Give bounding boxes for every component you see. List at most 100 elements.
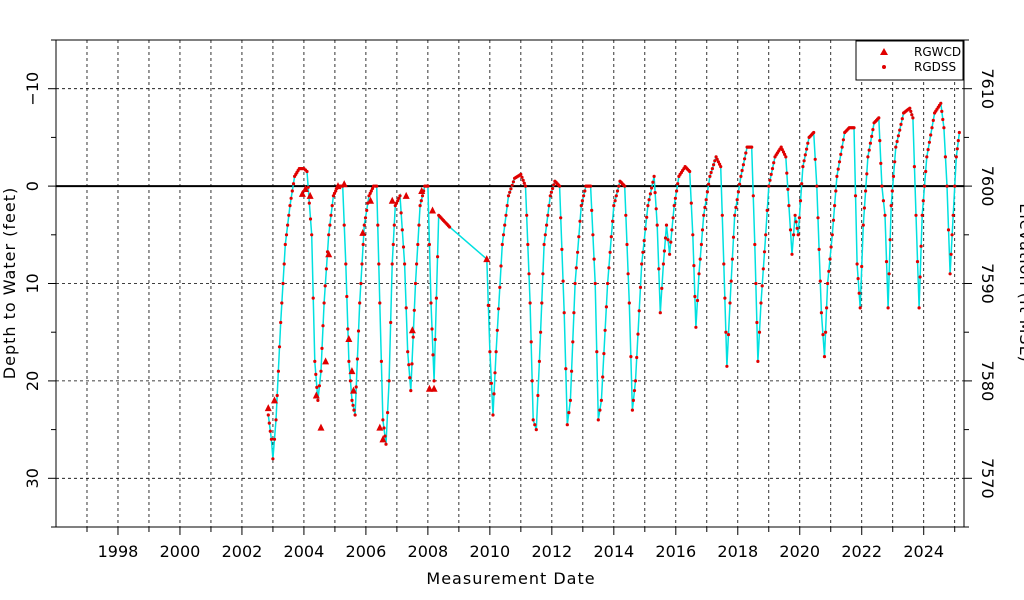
data-point-rgdss [355, 357, 359, 361]
data-point-rgdss [780, 148, 784, 152]
data-point-rgdss [898, 128, 902, 132]
data-point-rgdss [757, 330, 762, 334]
data-point-rgdss [651, 180, 655, 184]
data-point-rgdss [417, 223, 421, 227]
data-point-rgdss [943, 155, 948, 159]
data-point-rgdss [670, 228, 674, 232]
data-point-rgdss [841, 138, 846, 142]
data-point-rgdss [510, 183, 514, 187]
data-point-rgdss [612, 204, 616, 208]
data-point-rgdss [546, 213, 550, 217]
data-point-rgdss [525, 213, 529, 217]
data-point-rgdss [408, 376, 412, 380]
data-point-rgdss [698, 257, 702, 261]
data-point-rgdss [410, 362, 414, 366]
data-point-rgdss [855, 262, 859, 266]
data-point-rgdss [803, 153, 807, 157]
data-point-rgdss [347, 359, 351, 363]
data-point-rgdss [949, 252, 953, 256]
data-point-rgdss [511, 180, 515, 184]
x-tick-label: 2024 [903, 542, 944, 561]
data-point-rgdss [669, 240, 673, 244]
data-point-rgdss [579, 204, 583, 208]
data-point-rgdss [377, 262, 381, 266]
data-point-rgdss [697, 272, 701, 276]
data-point-rgdss [635, 355, 639, 360]
data-point-rgwcd [348, 367, 356, 375]
data-point-rgdss [356, 329, 361, 333]
data-point-rgdss [272, 437, 277, 441]
data-point-rgdss [720, 213, 724, 217]
data-point-rgdss [531, 418, 535, 422]
data-point-rgdss [640, 262, 644, 266]
data-point-rgdss [662, 249, 667, 253]
x-tick-label: 2010 [469, 542, 510, 561]
data-point-rgwcd [429, 206, 437, 214]
data-point-rgdss [346, 327, 350, 331]
data-point-rgdss [627, 301, 631, 305]
data-point-rgdss [822, 355, 827, 359]
data-point-rgdss [548, 194, 552, 198]
data-point-rgdss [386, 411, 390, 415]
data-point-rgdss [946, 228, 951, 232]
data-point-rgdss [673, 196, 678, 200]
data-point-rgdss [797, 216, 802, 220]
data-point-rgdss [403, 262, 407, 266]
data-point-rgdss [559, 216, 563, 220]
data-point-rgdss [857, 291, 861, 295]
data-point-rgwcd [408, 326, 416, 334]
data-point-rgwcd [322, 357, 330, 365]
data-point-rgdss [769, 172, 773, 176]
data-point-rgdss [409, 389, 413, 393]
data-point-rgdss [730, 257, 735, 261]
data-point-rgdss [954, 155, 958, 159]
data-point-rgdss [868, 141, 873, 145]
data-point-rgdss [310, 233, 314, 237]
data-point-rgdss [785, 171, 789, 175]
data-point-rgdss [921, 199, 925, 203]
data-point-rgdss [637, 309, 641, 313]
data-point-rgdss [630, 408, 635, 412]
data-point-rgdss [391, 242, 395, 247]
data-point-rgdss [609, 235, 613, 239]
data-point-rgdss [772, 161, 776, 165]
data-point-rgdss [660, 286, 664, 290]
data-point-rgdss [323, 284, 327, 288]
data-point-rgdss [345, 294, 349, 299]
data-point-rgdss [533, 423, 537, 427]
data-point-rgwcd [425, 384, 433, 392]
data-point-rgdss [866, 155, 870, 159]
data-point-rgdss [506, 194, 511, 198]
y2-tick-label: 7600 [978, 166, 997, 207]
data-point-rgdss [448, 225, 452, 229]
data-point-rgdss [736, 190, 741, 194]
data-point-rgdss [289, 196, 293, 200]
data-point-rgdss [825, 306, 829, 310]
data-point-rgwcd [298, 189, 306, 197]
data-point-rgdss [738, 182, 742, 186]
data-point-rgdss [503, 223, 507, 227]
data-point-rgdss [363, 216, 368, 220]
data-point-rgdss [705, 190, 710, 194]
data-point-rgdss [508, 190, 512, 194]
data-point-rgdss [880, 184, 884, 188]
data-point-rgdss [836, 167, 840, 171]
data-point-rgdss [406, 350, 410, 354]
data-point-rgdss [729, 279, 733, 283]
data-point-rgdss [496, 307, 501, 311]
y2-tick-label: 7570 [978, 458, 997, 499]
data-point-rgdss [858, 306, 862, 310]
data-point-rgwcd [301, 185, 309, 193]
data-point-rgdss [277, 345, 282, 349]
data-point-rgdss [313, 359, 317, 363]
data-point-rgdss [427, 242, 431, 247]
data-point-rgdss [519, 172, 523, 176]
data-point-rgdss [342, 223, 346, 227]
data-point-rgdss [871, 128, 875, 132]
data-point-rgdss [911, 116, 915, 120]
data-point-rgdss [691, 233, 695, 237]
data-point-rgwcd [388, 196, 396, 204]
data-point-rgdss [910, 113, 914, 117]
data-point-rgdss [562, 311, 566, 315]
data-point-rgdss [324, 267, 328, 271]
